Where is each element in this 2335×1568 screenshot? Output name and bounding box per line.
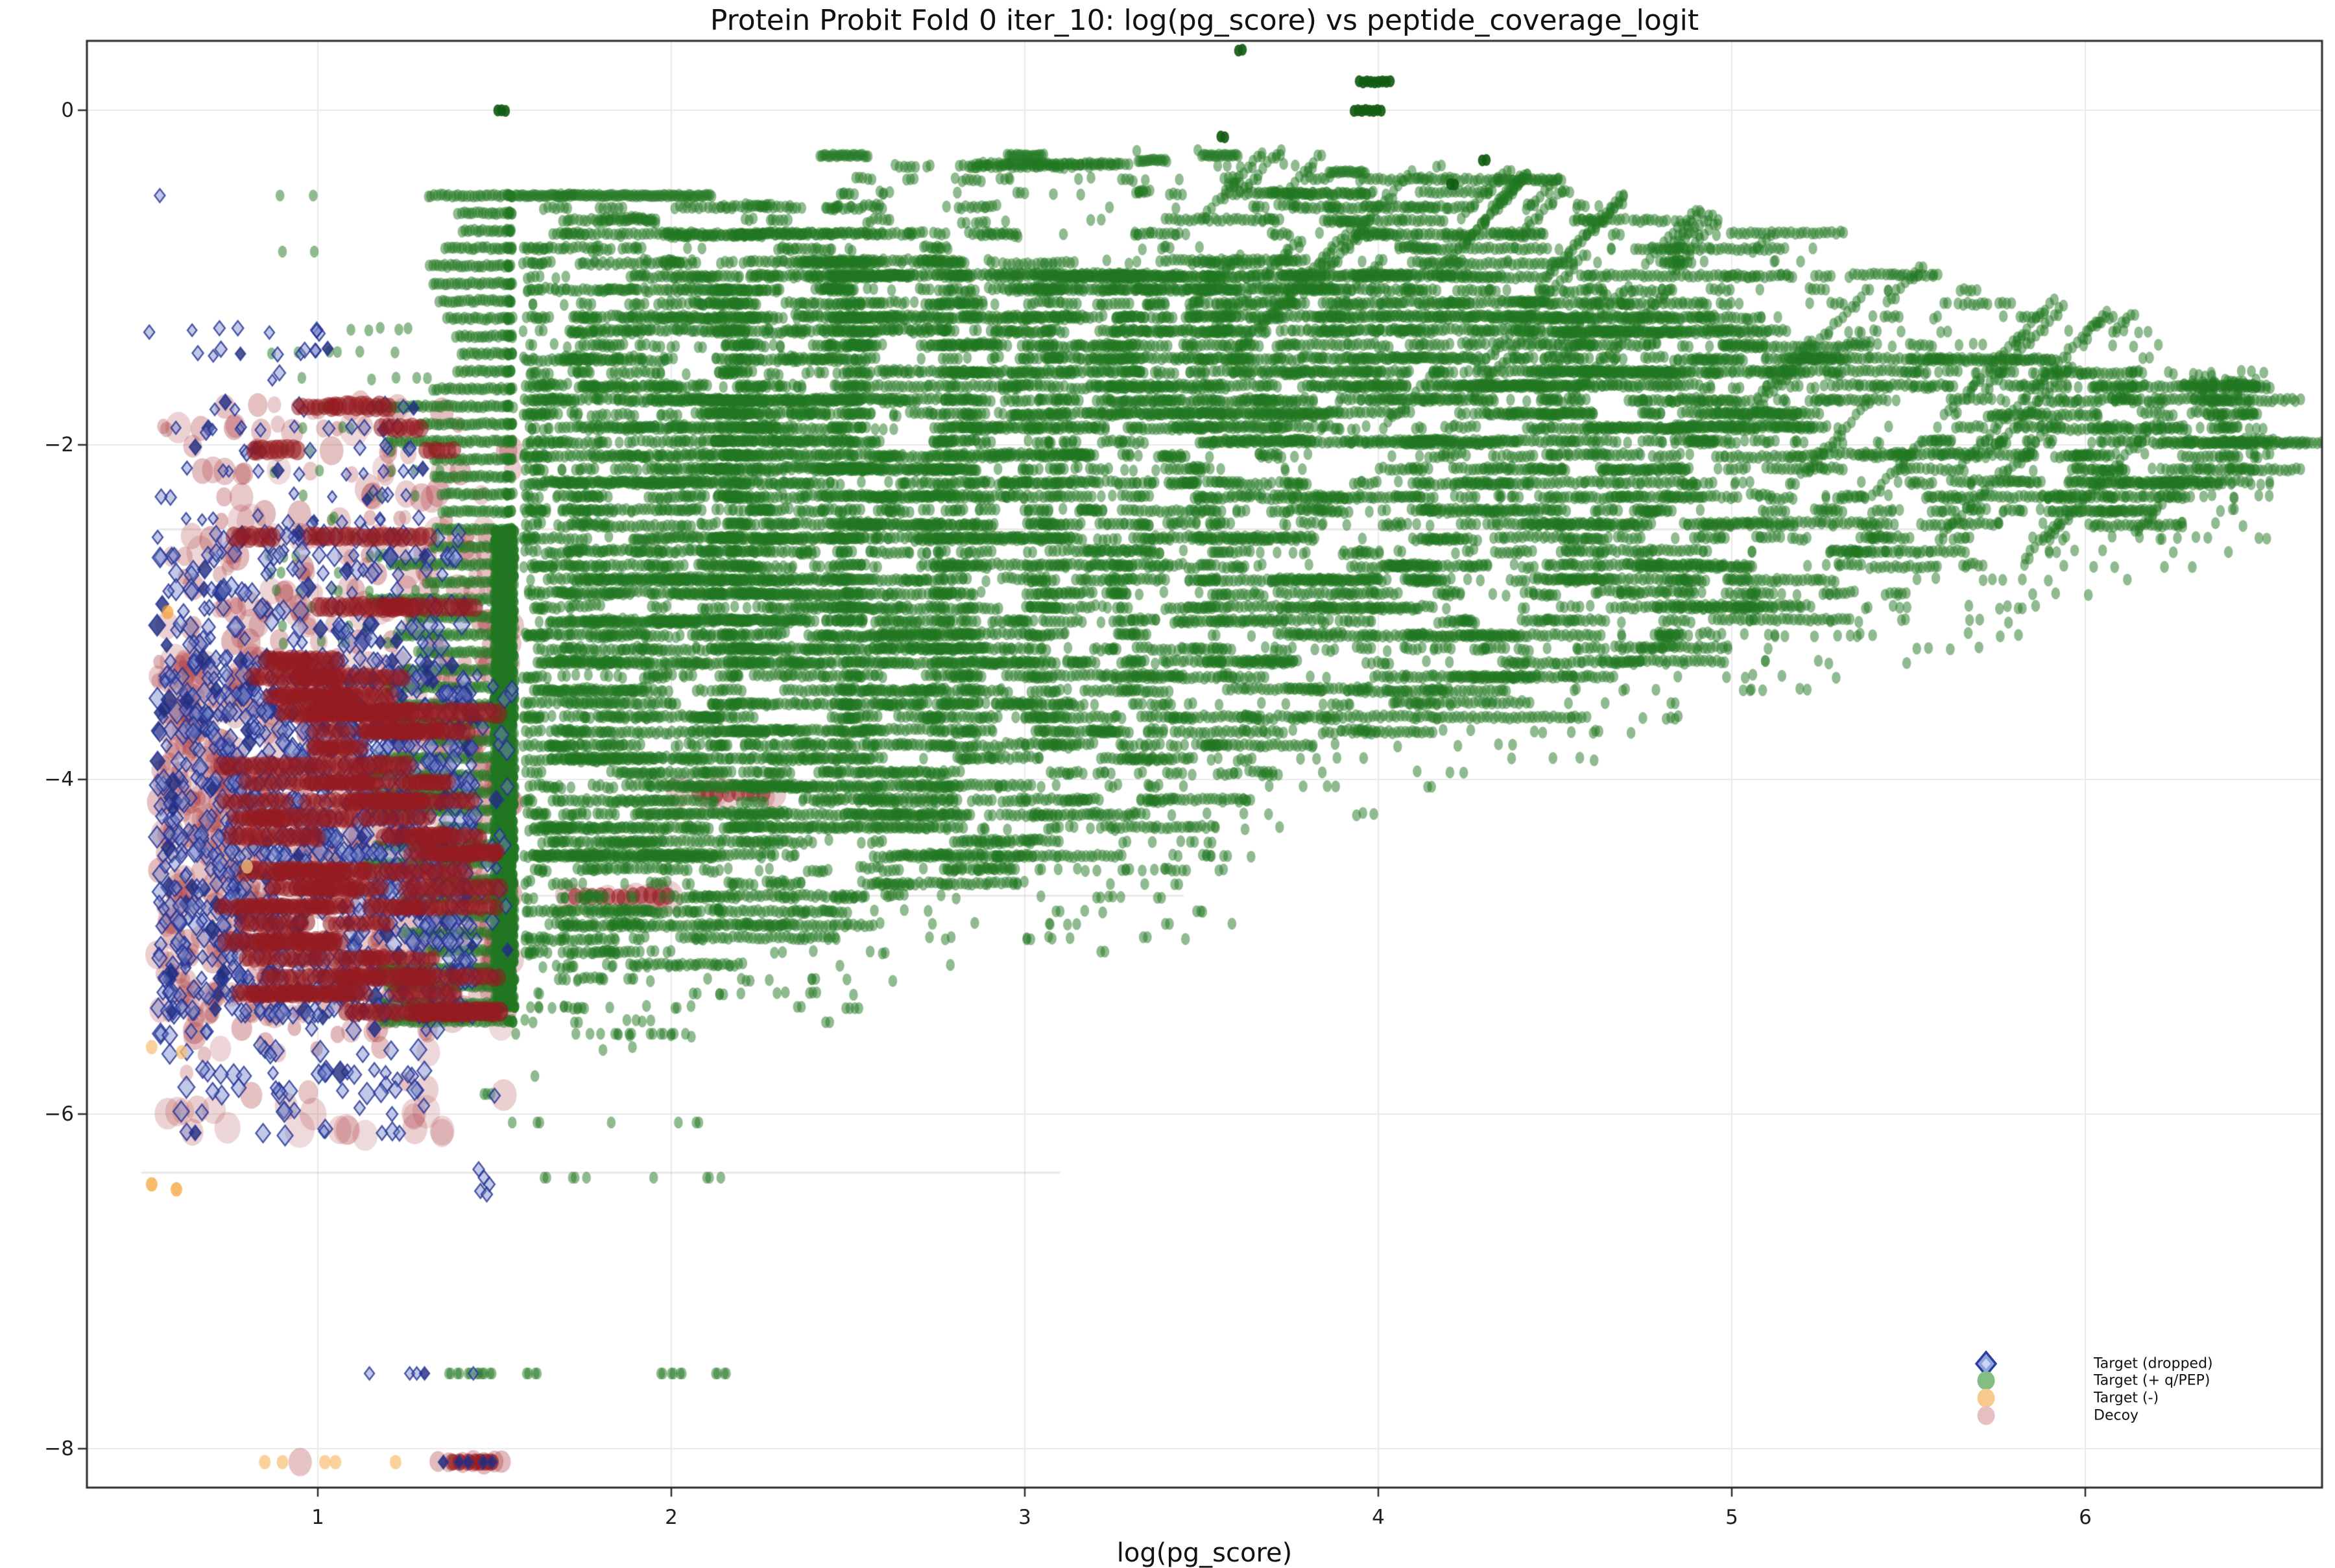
legend-item: Target (dropped) (1972, 1349, 2270, 1377)
x-tick-label: 3 (1018, 1506, 1031, 1529)
legend-item-label: Target (+ q/PEP) (2094, 1372, 2210, 1389)
x-axis-label: log(pg_score) (1116, 1538, 1293, 1568)
legend-circle-icon (1977, 1406, 1995, 1425)
legend-item: Target (+ q/PEP) (1972, 1371, 2270, 1390)
y-tick-label: −4 (44, 768, 74, 791)
legend-item: Target (-) (1972, 1388, 2270, 1408)
y-tick-label: 0 (61, 99, 74, 122)
legend-item: Decoy (1972, 1406, 2270, 1425)
legend-diamond-icon (1974, 1349, 1998, 1377)
legend-circle-icon (1977, 1388, 1995, 1408)
x-tick-label: 1 (311, 1506, 324, 1529)
legend-item-label: Decoy (2094, 1407, 2139, 1424)
x-tick-label: 4 (1372, 1506, 1385, 1529)
x-tick-label: 5 (1725, 1506, 1738, 1529)
legend-circle-icon (1977, 1371, 1995, 1390)
y-tick-label: −2 (44, 433, 74, 457)
y-tick-label: −8 (44, 1437, 74, 1460)
x-tick-label: 6 (2079, 1506, 2092, 1529)
legend-item-label: Target (dropped) (2094, 1355, 2213, 1372)
legend-item-label: Target (-) (2094, 1390, 2159, 1407)
chart-title: Protein Probit Fold 0 iter_10: log(pg_sc… (710, 4, 1699, 37)
x-tick-label: 2 (665, 1506, 678, 1529)
y-tick-label: −6 (44, 1102, 74, 1126)
